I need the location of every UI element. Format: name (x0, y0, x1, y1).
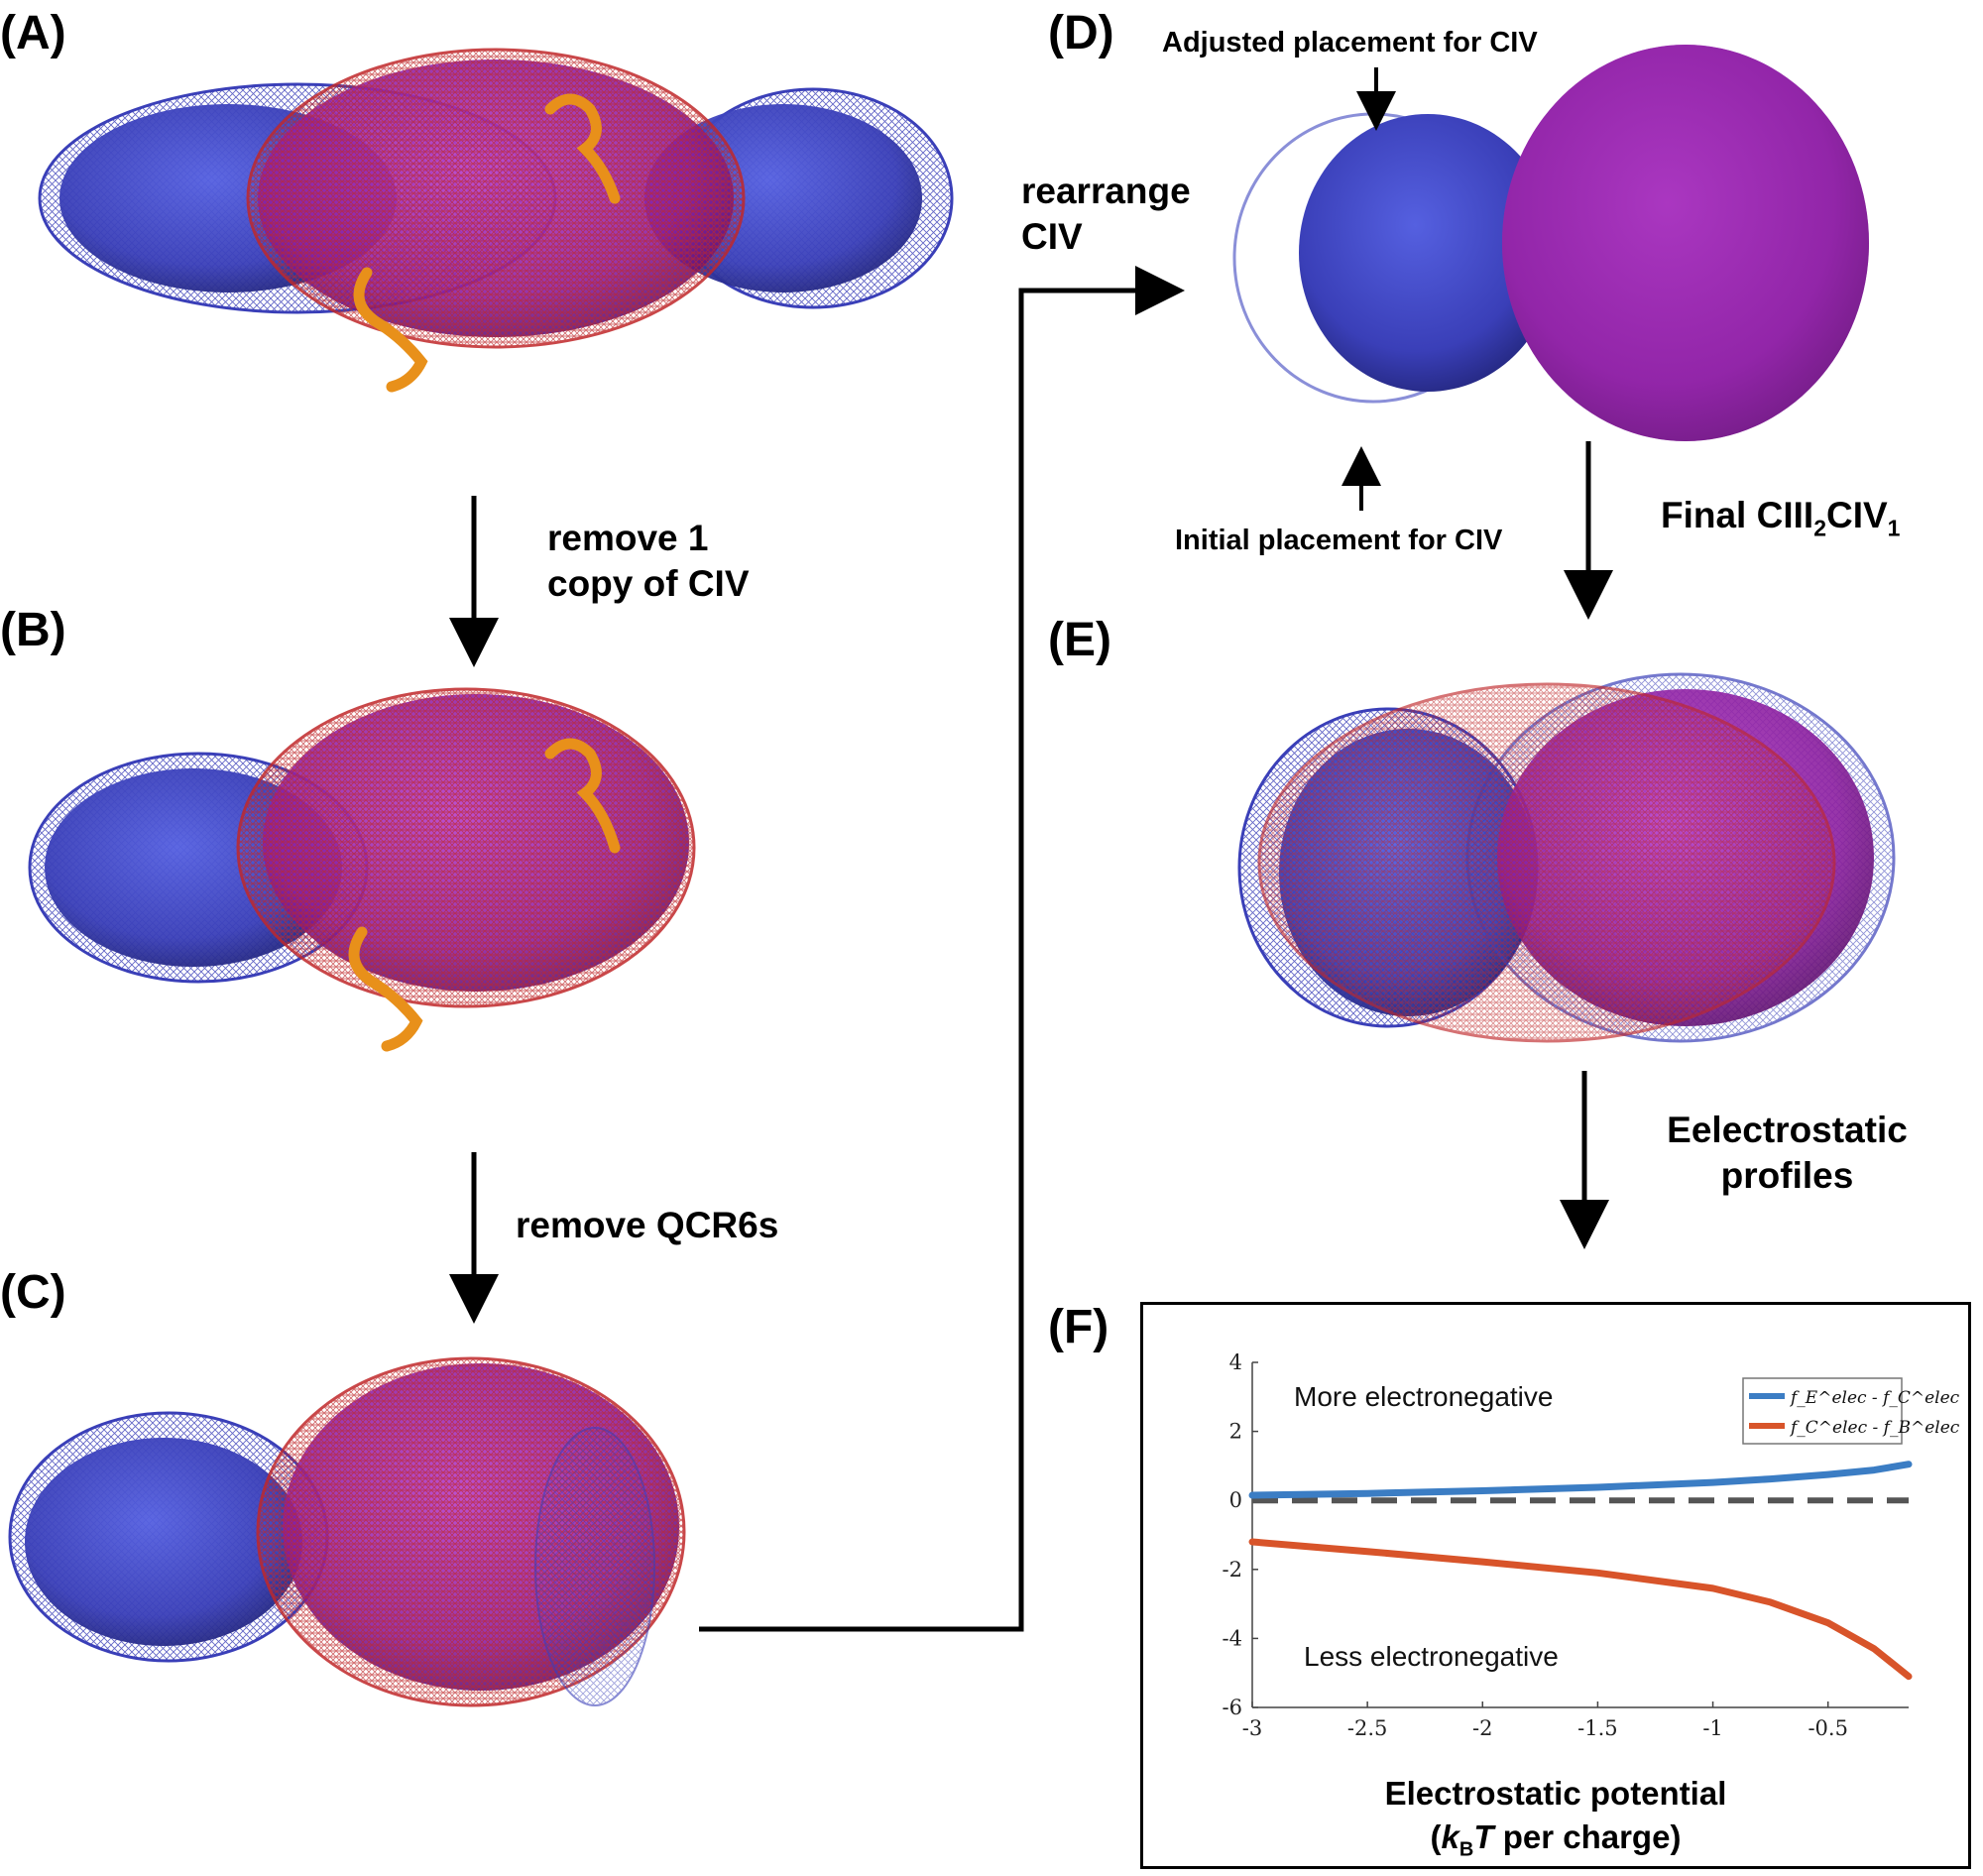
x-tick-label: -2 (1472, 1716, 1492, 1740)
units-k: k (1441, 1818, 1459, 1855)
units-t: T (1473, 1818, 1494, 1855)
y-tick-label: -6 (1223, 1696, 1242, 1719)
units-b: B (1458, 1838, 1474, 1861)
series-line-1 (1248, 1461, 1913, 1499)
complex-c (8, 1356, 686, 1707)
step-final-complex: Final CIII2CIV1 (1661, 493, 1900, 542)
panel-label-f: (F) (1048, 1301, 1109, 1353)
step-rearrange-line2: CIV (1021, 216, 1083, 258)
y-tick-label: 4 (1229, 1350, 1242, 1374)
panel-label-e: (E) (1048, 614, 1111, 666)
complex-b (28, 687, 696, 1052)
x-tick-label: -2.5 (1347, 1716, 1388, 1740)
step-remove-civ-line1: remove 1 (547, 518, 709, 558)
legend-label-1: f_E^elec - f_C^elec (1789, 1388, 1960, 1408)
chart-frame (1140, 1302, 1971, 1869)
step-rearrange-line1: rearrange (1021, 171, 1191, 211)
annotation-less-electronegative: Less electronegative (1304, 1641, 1559, 1672)
step-rearrange-civ: rearrange CIV (1021, 169, 1191, 261)
y-tick-label: -4 (1223, 1626, 1242, 1650)
units-rest: per charge) (1493, 1818, 1682, 1855)
annotation-initial-placement: Initial placement for CIV (1175, 525, 1503, 556)
final-sub1: 2 (1813, 515, 1826, 541)
panel-label-d: (D) (1048, 7, 1114, 59)
step-remove-civ: remove 1 copy of CIV (547, 516, 750, 608)
x-tick-label: -1 (1702, 1716, 1722, 1740)
series-line-2 (1248, 1538, 1913, 1681)
y-tick-label: -2 (1223, 1558, 1242, 1582)
y-tick-label: 2 (1229, 1420, 1242, 1444)
step-electrostatic-line1: Eelectrostatic (1667, 1110, 1908, 1150)
x-tick-label: -1.5 (1577, 1716, 1618, 1740)
legend-label-2: f_C^elec - f_B^elec (1789, 1418, 1960, 1438)
y-tick-label: 0 (1229, 1488, 1242, 1512)
x-tick-label: -3 (1242, 1716, 1262, 1740)
units-open: ( (1430, 1818, 1442, 1855)
step-remove-qcr6s: remove QCR6s (516, 1205, 779, 1245)
complex-a (38, 48, 954, 393)
panel-label-a: (A) (0, 7, 66, 59)
annotation-more-electronegative: More electronegative (1294, 1381, 1553, 1412)
step-remove-civ-line2: copy of CIV (547, 563, 750, 605)
final-mid: CIV (1825, 495, 1888, 535)
step-electrostatic-line2: profiles (1720, 1155, 1854, 1197)
step-electrostatic-profiles: Eelectrostatic profiles (1646, 1108, 1928, 1200)
complex-d (1232, 45, 1869, 441)
chart-xlabel-units: (kBT per charge) (1140, 1817, 1971, 1863)
complex-e (1237, 672, 1896, 1043)
panel-label-c: (C) (0, 1266, 66, 1319)
annotation-adjusted-placement: Adjusted placement for CIV (1162, 27, 1538, 59)
legend-box (1742, 1377, 1903, 1445)
x-tick-label: -0.5 (1808, 1716, 1848, 1740)
arrow-c-to-d (699, 266, 1185, 1632)
final-prefix: Final CIII (1661, 495, 1814, 535)
final-sub2: 1 (1887, 515, 1901, 541)
chart-xlabel: Electrostatic potential (1384, 1775, 1727, 1812)
panel-label-b: (B) (0, 604, 66, 656)
